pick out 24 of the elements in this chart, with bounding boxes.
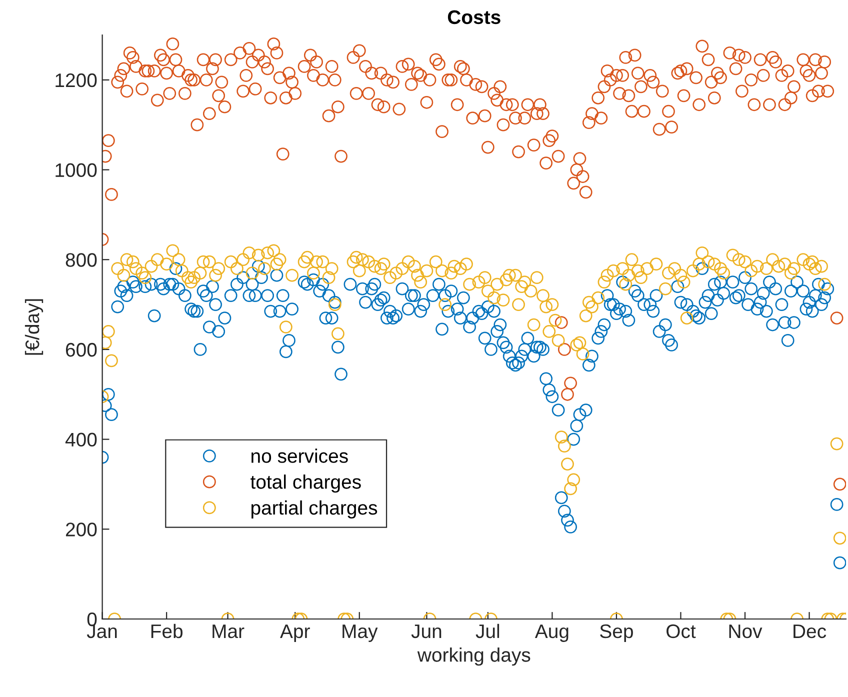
- y-tick-label: 600: [66, 342, 97, 357]
- x-tick-label: Nov: [729, 624, 762, 638]
- x-tick-label: Apr: [280, 624, 310, 642]
- x-tick-label: Oct: [666, 624, 696, 638]
- x-tick-label: Sep: [600, 624, 633, 642]
- y-tick-label: 800: [66, 253, 97, 267]
- y-tick-label: 200: [66, 522, 97, 536]
- x-axis-title: working days: [417, 648, 530, 666]
- legend-label: partial charges: [252, 500, 378, 519]
- x-tick-label: Feb: [151, 624, 183, 638]
- x-tick-label: Jun: [411, 624, 442, 638]
- legend-label: no services: [252, 448, 348, 463]
- x-tick-label: Aug: [534, 624, 568, 642]
- y-tick-label: 1200: [56, 73, 97, 88]
- chart-title: Costs: [448, 10, 500, 24]
- x-tick-label: Mar: [212, 624, 244, 638]
- y-axis-title: [€/day]: [24, 299, 44, 355]
- y-tick-label: 400: [65, 432, 97, 447]
- x-tick-label: Jul: [476, 624, 500, 638]
- y-tick-label: 1000: [56, 163, 97, 178]
- x-tick-label: Dec: [794, 624, 826, 638]
- legend-label: total charges: [250, 474, 361, 493]
- x-tick-label: Jan: [86, 624, 117, 638]
- x-tick-label: May: [342, 624, 378, 642]
